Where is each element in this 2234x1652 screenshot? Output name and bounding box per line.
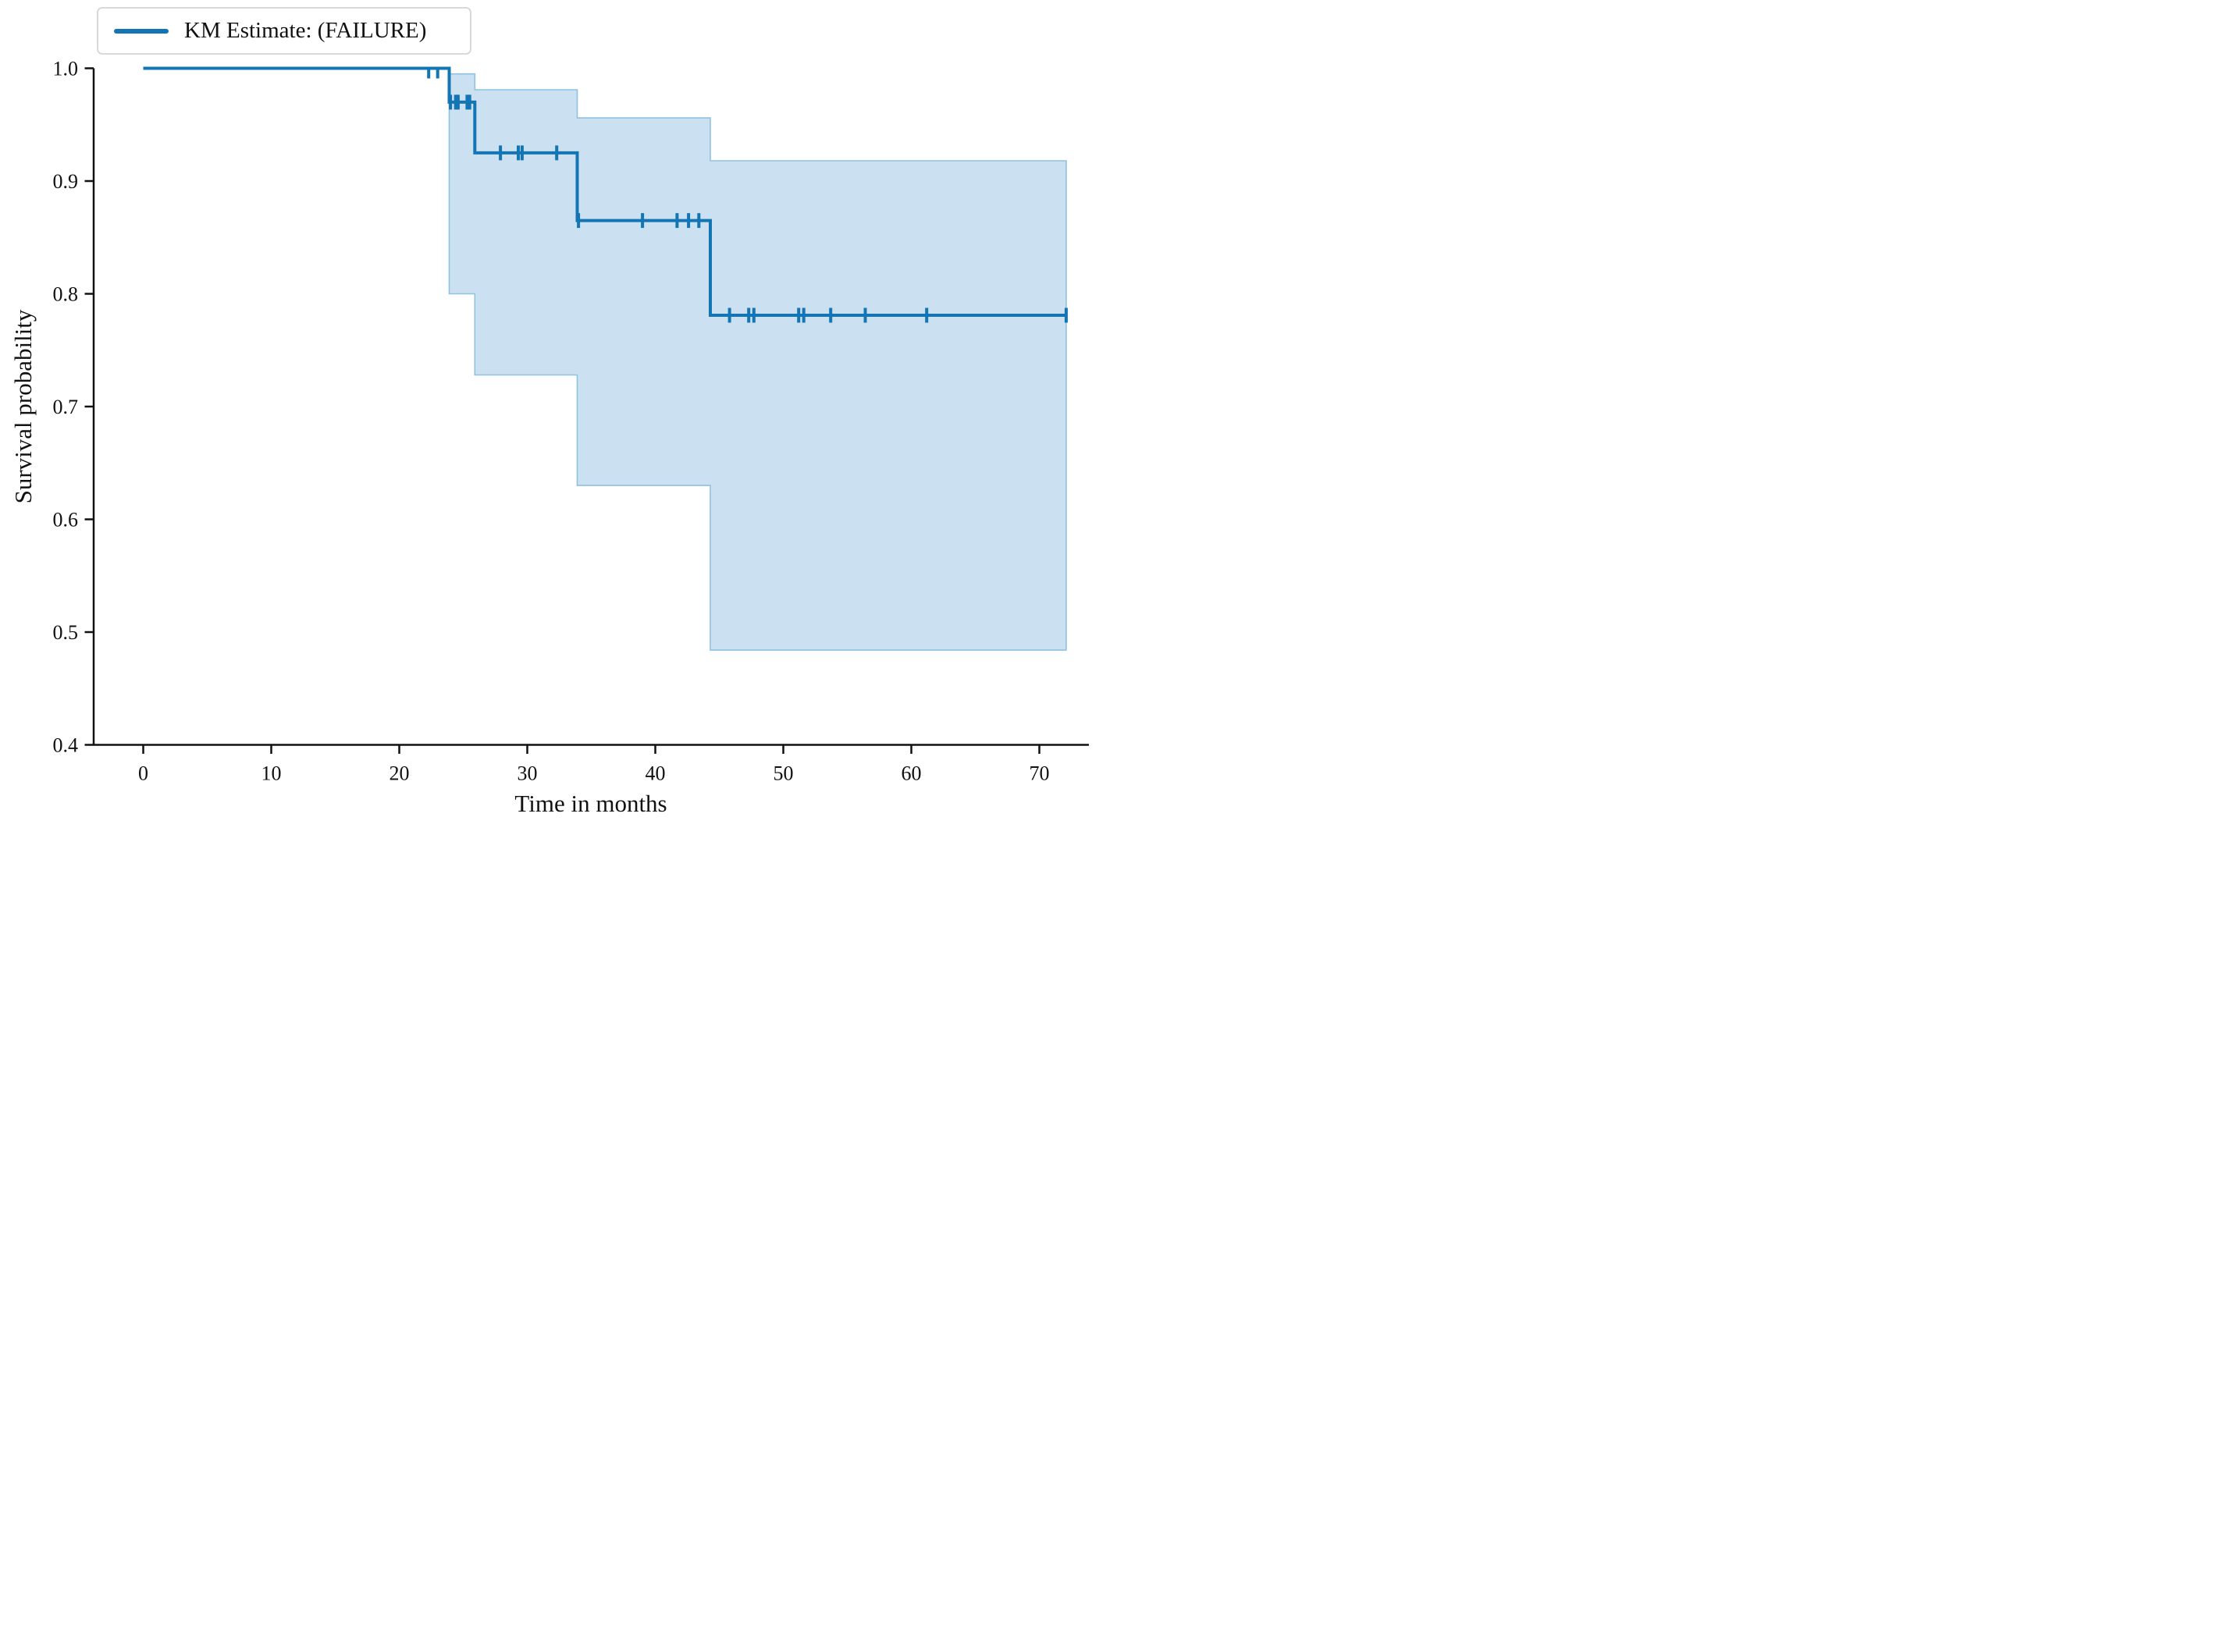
y-tick-label: 0.6 [53,509,79,531]
legend: KM Estimate: (FAILURE) [97,7,471,55]
y-tick-label: 0.5 [53,621,79,644]
x-tick-label: 10 [261,762,282,785]
x-tick-label: 40 [646,762,666,785]
y-tick-label: 1.0 [53,58,79,80]
x-tick-label: 0 [138,762,148,785]
legend-line-sample [114,28,169,34]
x-tick-label: 20 [390,762,410,785]
x-tick-label: 30 [518,762,538,785]
confidence-band [448,73,1067,651]
km-plot-figure: 0 10 20 30 40 50 60 70 1.0 0.9 0.8 0.7 0.6 0.5 0.4 KM … [0,0,1117,826]
x-tick-label: 50 [774,762,794,785]
km-step-line [143,66,1066,317]
y-axis-label: Survival probability [9,309,37,504]
censor-ticks [427,67,1068,323]
y-tick-label: 0.8 [53,283,79,306]
y-axis-ticks: 1.0 0.9 0.8 0.7 0.6 0.5 0.4 [53,58,94,757]
legend-label: KM Estimate: (FAILURE) [184,18,427,43]
x-tick-label: 70 [1030,762,1050,785]
y-tick-label: 0.7 [53,396,79,418]
y-tick-label: 0.9 [53,170,79,193]
km-chart-canvas: 0 10 20 30 40 50 60 70 1.0 0.9 0.8 0.7 0.6 0.5 0.4 [53,58,1089,785]
x-tick-label: 60 [902,762,922,785]
x-axis-ticks: 0 10 20 30 40 50 60 70 [138,744,1050,785]
x-axis-label: Time in months [514,790,667,817]
y-tick-label: 0.4 [53,734,79,757]
